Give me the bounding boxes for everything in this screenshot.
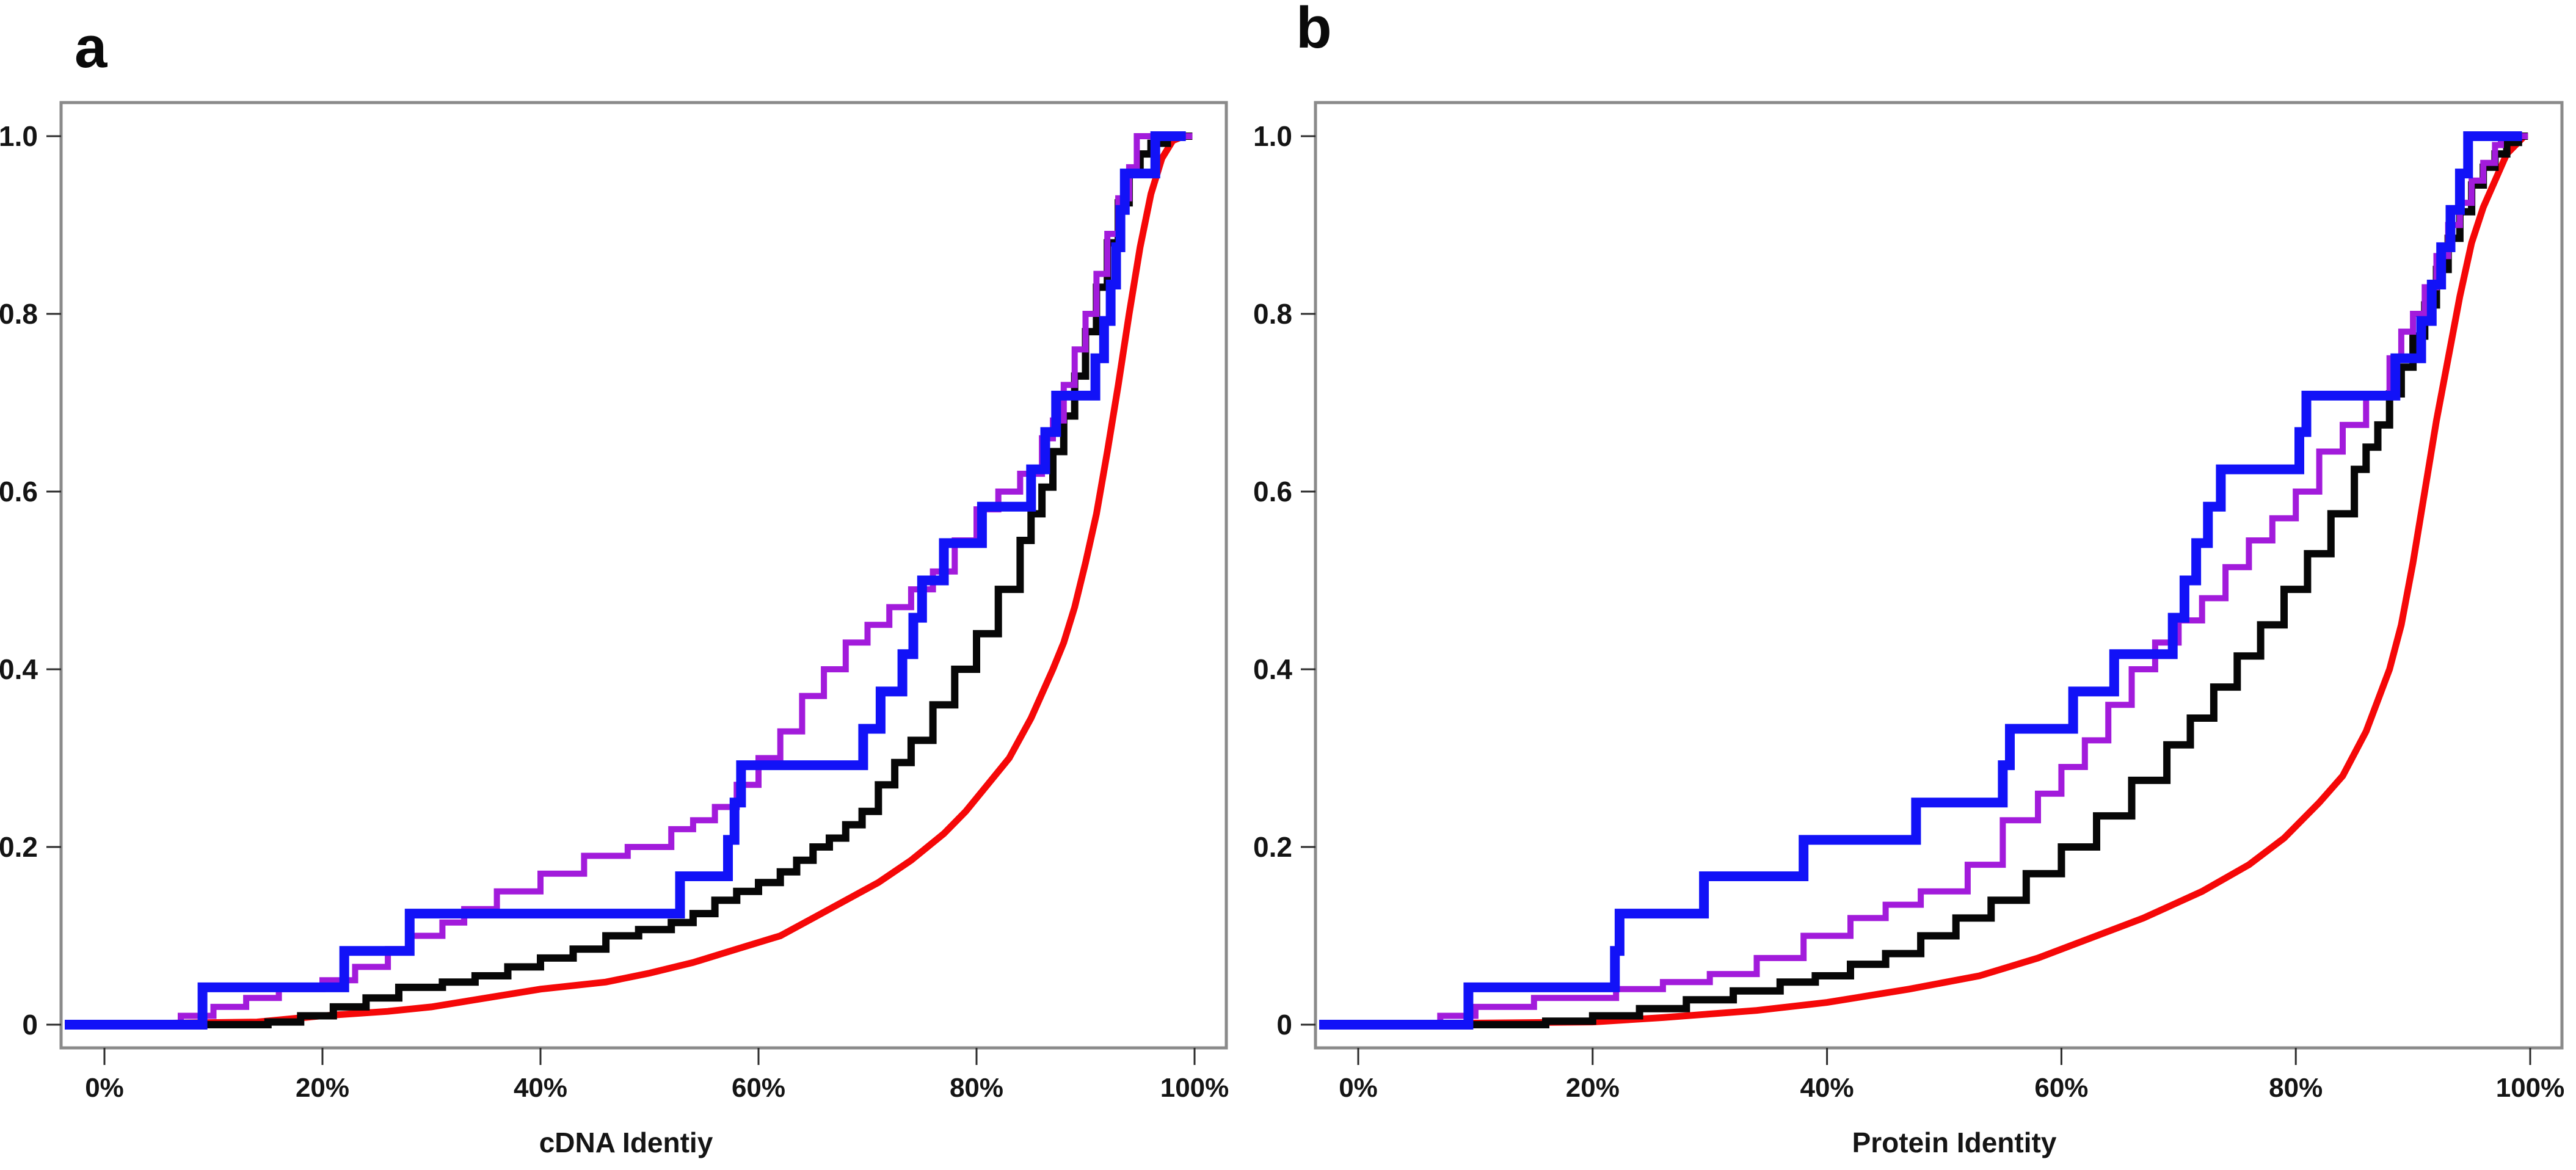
red-curve: [1319, 133, 2528, 1028]
y-tick-label: 0.8: [1253, 298, 1292, 330]
x-tick-label: 80%: [950, 1073, 1003, 1103]
panel-a: 1.0 0.8 0.6 0.4 0.2 0 0% 20% 40% 60% 80% 100%: [0, 101, 1229, 1103]
x-tick-label: 100%: [1160, 1073, 1229, 1103]
x-tick-label: 0%: [1339, 1073, 1378, 1103]
panel-b-x-axis-title: Protein Identity: [1852, 1127, 2057, 1158]
x-tick-label: 100%: [2496, 1073, 2565, 1103]
blue-curve: [65, 131, 1186, 1030]
panel-a-label: a: [75, 15, 107, 80]
plot-frame: [1314, 101, 2564, 1050]
plot-frame: [59, 101, 1228, 1050]
x-tick-label: 60%: [2034, 1073, 2088, 1103]
y-tick-label: 1.0: [0, 120, 38, 152]
red-curve: [64, 133, 1193, 1028]
y-tick-label: 0.2: [0, 831, 38, 863]
y-tick-label: 0: [1276, 1009, 1292, 1041]
y-tick-label: 0.4: [1253, 653, 1292, 685]
y-tick-label: 0: [22, 1009, 38, 1041]
x-tick-label: 40%: [1800, 1073, 1854, 1103]
panel-b: 1.0 0.8 0.6 0.4 0.2 0 0% 20% 40% 60% 80% 100%: [1253, 101, 2565, 1103]
x-tick-label: 0%: [85, 1073, 124, 1103]
x-tick-label: 20%: [296, 1073, 349, 1103]
panel-a-x-axis-title: cDNA Identiy: [539, 1127, 713, 1158]
y-tick-label: 1.0: [1253, 120, 1292, 152]
y-tick-label: 0.4: [0, 653, 38, 685]
y-tick-label: 0.6: [0, 476, 38, 507]
y-tick-label: 0.8: [0, 298, 38, 330]
y-tick-label: 0.2: [1253, 831, 1292, 863]
x-tick-label: 80%: [2269, 1073, 2323, 1103]
panel-b-label: b: [1296, 0, 1332, 60]
purple-curve: [1319, 133, 2528, 1028]
blue-curve: [1319, 131, 2522, 1030]
x-tick-label: 20%: [1566, 1073, 1620, 1103]
black-curve: [65, 133, 1193, 1028]
x-tick-label: 60%: [732, 1073, 785, 1103]
x-tick-label: 40%: [514, 1073, 567, 1103]
y-tick-label: 0.6: [1253, 476, 1292, 507]
